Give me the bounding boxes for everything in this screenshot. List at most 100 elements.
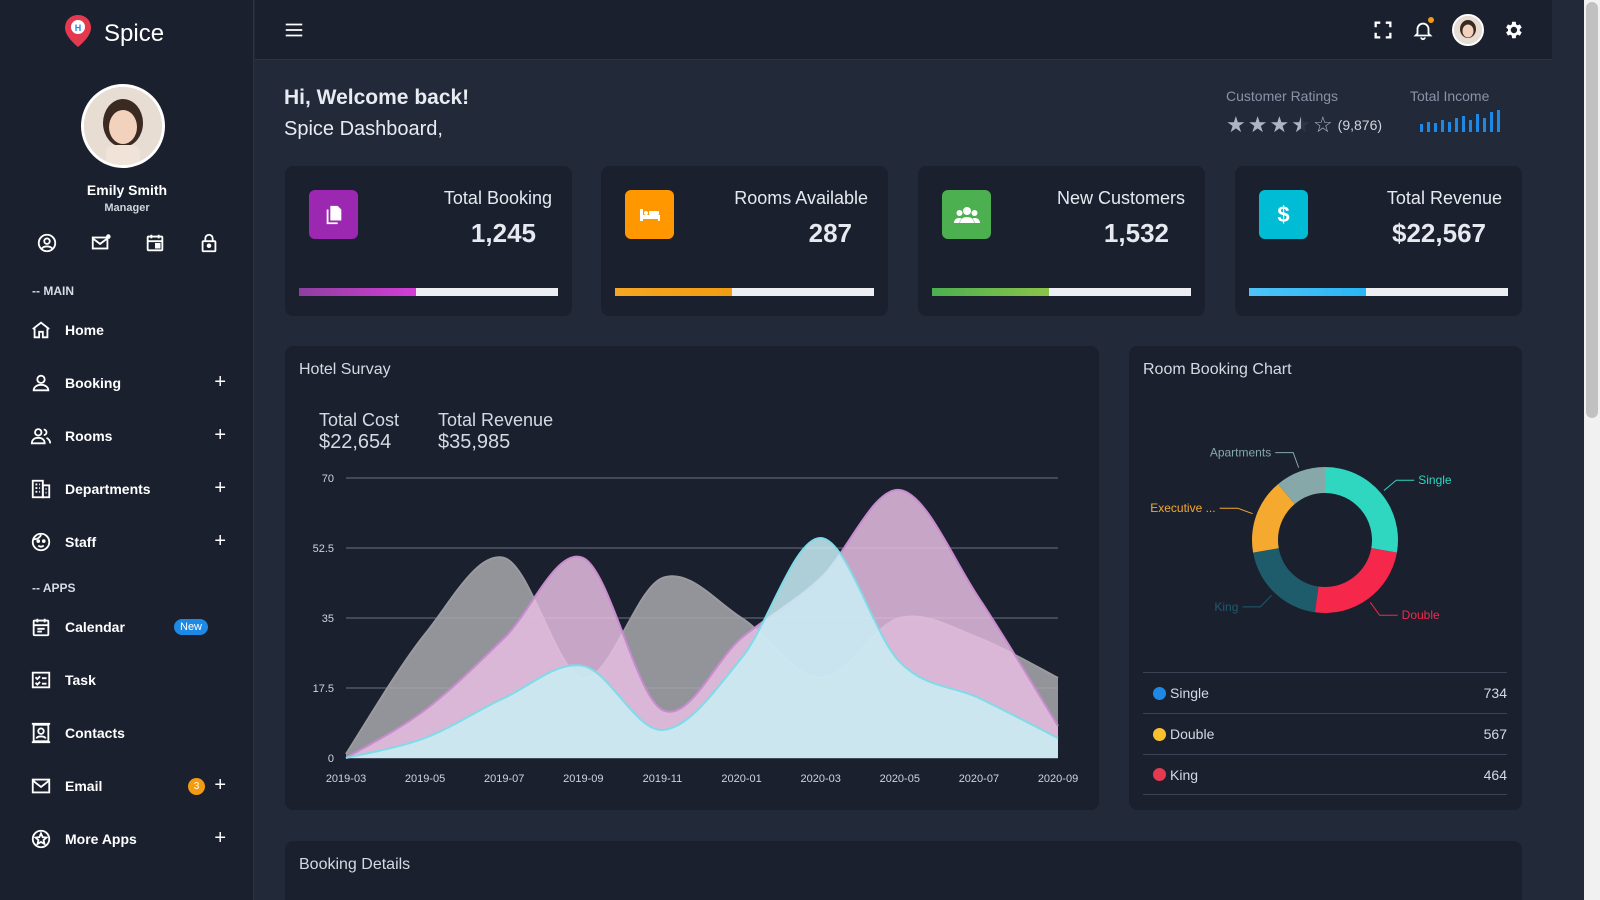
brand-name: Spice (104, 19, 165, 47)
donut-slice[interactable] (1252, 484, 1295, 553)
stat-value: $22,567 (1392, 218, 1486, 248)
sidebar-item-staff[interactable]: Staff + (30, 528, 230, 556)
donut-slice[interactable] (1325, 467, 1398, 553)
lock-icon[interactable] (198, 232, 220, 254)
legend-dot (1153, 686, 1166, 700)
home-icon (30, 319, 52, 341)
donut-slice[interactable] (1253, 548, 1319, 613)
legend-value: 567 (1483, 726, 1507, 742)
sidebar-item-rooms[interactable]: Rooms + (30, 422, 230, 450)
donut-slice[interactable] (1278, 467, 1325, 504)
income-sparkline (1420, 110, 1500, 132)
gear-icon[interactable] (1502, 19, 1524, 41)
progress-bar-fill (1249, 288, 1366, 296)
avatar[interactable] (81, 84, 165, 168)
legend-row-king[interactable]: King 464 (1143, 754, 1507, 795)
sidebar-item-contacts[interactable]: Contacts (30, 719, 230, 747)
legend-row-double[interactable]: Double 567 (1143, 713, 1507, 754)
income-label: Total Income (1410, 88, 1490, 104)
x-tick-label: 2019-09 (563, 773, 603, 785)
map-pin-icon: H (64, 14, 92, 53)
x-tick-label: 2020-07 (959, 773, 999, 785)
scrollbar-thumb[interactable] (1586, 2, 1598, 418)
expand-plus-icon[interactable]: + (214, 477, 226, 499)
section-apps-label: -- APPS (32, 581, 76, 595)
building-icon (30, 478, 52, 500)
stat-card-total-revenue[interactable]: $ Total Revenue $22,567 (1235, 166, 1522, 316)
scrollbar[interactable] (1584, 0, 1600, 900)
new-badge: New (174, 619, 209, 635)
donut-slice[interactable] (1314, 548, 1397, 613)
star-empty-icon: ☆ (1312, 112, 1333, 137)
calendar-icon[interactable] (144, 232, 166, 254)
y-tick-label: 70 (322, 473, 334, 485)
expand-plus-icon[interactable]: + (214, 774, 226, 796)
sidebar-item-label: Home (65, 322, 104, 338)
sidebar-item-booking[interactable]: Booking + (30, 369, 230, 397)
sidebar-item-more-apps[interactable]: More Apps + (30, 825, 230, 853)
slice-label-leader (1242, 595, 1272, 608)
legend-value: 734 (1483, 685, 1507, 701)
brand[interactable]: H Spice (64, 14, 164, 53)
panel-title: Room Booking Chart (1143, 361, 1292, 378)
stat-card-rooms-available[interactable]: Rooms Available 287 (601, 166, 888, 316)
legend-row-single[interactable]: Single 734 (1143, 672, 1507, 713)
progress-bar-fill (932, 288, 1049, 296)
sidebar-item-calendar[interactable]: Calendar New (30, 613, 230, 641)
slice-label: Single (1418, 473, 1452, 487)
fullscreen-icon[interactable] (1372, 19, 1394, 41)
expand-plus-icon[interactable]: + (214, 827, 226, 849)
bell-icon[interactable] (1412, 17, 1434, 41)
sidebar: H Spice Emily Smith Manager -- MAIN Home… (0, 0, 254, 900)
x-tick-label: 2020-01 (721, 773, 761, 785)
progress-bar-fill (299, 288, 416, 296)
area-chart: 70 52.5 35 17.5 0 2019-03 2019-05 2019-07 2019-0… (313, 473, 1079, 785)
user-avatar[interactable] (1452, 14, 1484, 46)
booking-details-panel: Booking Details (285, 841, 1522, 900)
progress-bar-fill (615, 288, 732, 296)
topbar (255, 0, 1552, 60)
legend-label: Single (1170, 685, 1209, 701)
progress-bar (299, 288, 558, 296)
copy-icon (309, 190, 358, 239)
stat-title: Rooms Available (734, 188, 868, 208)
task-icon (30, 669, 52, 691)
page-subtitle: Spice Dashboard, (284, 118, 443, 140)
person-icon (30, 372, 52, 394)
quick-icons (36, 232, 220, 254)
email-count-badge: 3 (188, 778, 205, 795)
account-circle-icon[interactable] (36, 232, 58, 254)
sidebar-item-label: Departments (65, 481, 151, 497)
x-tick-label: 2019-05 (405, 773, 445, 785)
section-main-label: -- MAIN (32, 284, 74, 298)
mail-badge-icon[interactable] (90, 232, 112, 254)
panel-title: Booking Details (299, 856, 411, 873)
donut-chart: Single Double King Executive ... Apartments (1150, 446, 1452, 623)
expand-plus-icon[interactable]: + (214, 530, 226, 552)
total-cost-value: $22,654 (319, 431, 392, 453)
expand-plus-icon[interactable]: + (214, 424, 226, 446)
slice-label-leader (1383, 479, 1415, 491)
stat-card-total-booking[interactable]: Total Booking 1,245 (285, 166, 572, 316)
legend-dot (1153, 768, 1166, 781)
people-icon (30, 425, 52, 447)
topbar-actions (1372, 14, 1524, 46)
area-series-pink-line (345, 488, 1059, 759)
face-icon (30, 531, 52, 553)
total-revenue-label: Total Revenue (438, 410, 554, 430)
expand-plus-icon[interactable]: + (214, 371, 226, 393)
x-tick-label: 2019-07 (484, 773, 524, 785)
star-full-icon: ★ (1269, 112, 1290, 137)
sidebar-item-departments[interactable]: Departments + (30, 475, 230, 503)
hamburger-menu-icon[interactable] (283, 19, 305, 41)
legend-label: Double (1170, 726, 1215, 742)
star-rating: ★ ★ ★ ★ ☆ (9,876) (1226, 114, 1382, 136)
sidebar-item-task[interactable]: Task (30, 666, 230, 694)
sidebar-item-label: Contacts (65, 725, 125, 741)
sidebar-item-home[interactable]: Home (30, 316, 230, 344)
sidebar-item-label: Staff (65, 534, 97, 550)
stat-title: Total Booking (443, 188, 552, 208)
stat-card-new-customers[interactable]: New Customers 1,532 (918, 166, 1205, 316)
sidebar-item-email[interactable]: Email 3 + (30, 772, 230, 800)
y-tick-label: 52.5 (313, 543, 334, 555)
